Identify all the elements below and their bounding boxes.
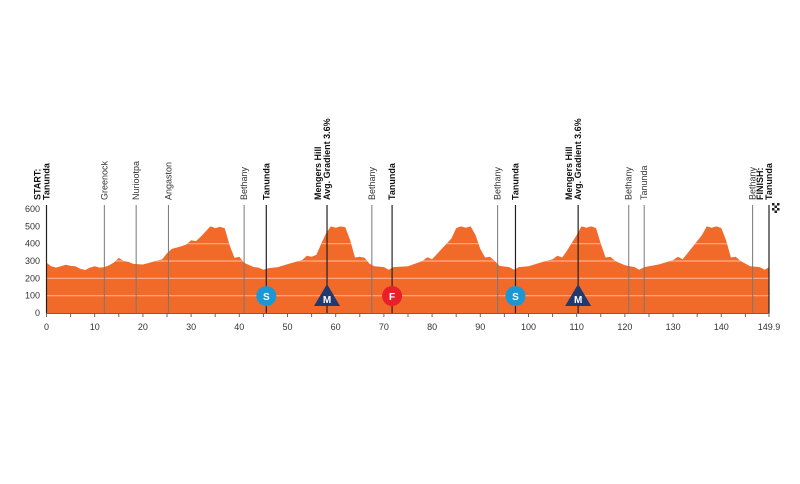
x-tick-label: 70 [379,322,389,332]
flag-square [772,203,775,206]
y-tick-label: 300 [25,256,40,266]
marker-letter: F [389,292,395,303]
x-tick-label: 110 [570,322,584,332]
waypoint-label: Angaston [163,162,173,200]
waypoint-label: Bethany [624,166,634,200]
x-tick-label: 90 [475,322,485,332]
marker-letter: S [263,292,270,303]
flag-square [777,203,780,206]
checkered-flag-icon [772,203,780,213]
sprint-icon: S [256,286,277,306]
waypoint-label: Tanunda [261,162,271,200]
waypoint-label: Bethany [367,166,377,200]
y-tick-label: 400 [25,239,40,249]
marker-letter: M [574,295,582,306]
y-tick-label: 100 [25,291,40,301]
flag-square [777,208,780,211]
x-tick-label: 20 [138,322,148,332]
sprint-icon: S [505,286,526,306]
waypoint-label: Bethany [239,166,249,200]
flag-square [774,205,777,208]
x-tick-label: 50 [282,322,292,332]
waypoint-label: Tanunda [387,162,397,200]
x-tick-label: 30 [186,322,196,332]
waypoint-label: Avg. Gradient 3.6% [573,118,583,200]
waypoint-label: Greenock [99,160,109,200]
x-tick-label: 149.9 [758,322,781,332]
flag-square [774,210,777,213]
marker-shape [314,284,341,306]
marker-shape [565,284,592,306]
x-tick-label: 130 [666,322,681,332]
waypoint-label: Tanunda [42,162,52,200]
y-tick-label: 500 [25,221,40,231]
x-tick-label: 60 [331,322,341,332]
waypoint-label: Mengers Hill [313,146,323,200]
marker-letter: S [512,292,519,303]
waypoint-label: Tanunda [510,162,520,200]
marker-shape [382,286,403,306]
waypoint-label: FINISH: [755,167,765,200]
flag-square [772,208,775,211]
finish-sprint-icon: F [382,286,403,306]
x-tick-label: 80 [427,322,437,332]
y-tick-label: 200 [25,273,40,283]
waypoint-label: Nuriootpa [131,161,141,200]
marker-shape [505,286,526,306]
x-tick-label: 10 [90,322,100,332]
waypoint-label: Tanunda [764,162,774,200]
marker-letter: M [323,295,331,306]
x-tick-label: 100 [521,322,536,332]
waypoint-label: START: [33,169,43,200]
waypoint-label: Tanunda [639,165,649,200]
x-tick-label: 40 [234,322,244,332]
y-tick-label: 600 [25,204,40,214]
waypoint-label: Bethany [493,166,503,200]
mountain-climb-icon: M [314,284,341,306]
x-tick-label: 0 [44,322,49,332]
y-tick-label: 0 [35,308,40,318]
waypoint-label: Mengers Hill [564,146,574,200]
x-tick-label: 140 [714,322,729,332]
waypoint-label: Avg. Gradient 3.6% [322,118,332,200]
waypoint-label: Bethany [748,166,758,200]
marker-shape [256,286,277,306]
elevation-area [46,226,769,313]
x-tick-label: 120 [617,322,632,332]
mountain-climb-icon: M [565,284,592,306]
